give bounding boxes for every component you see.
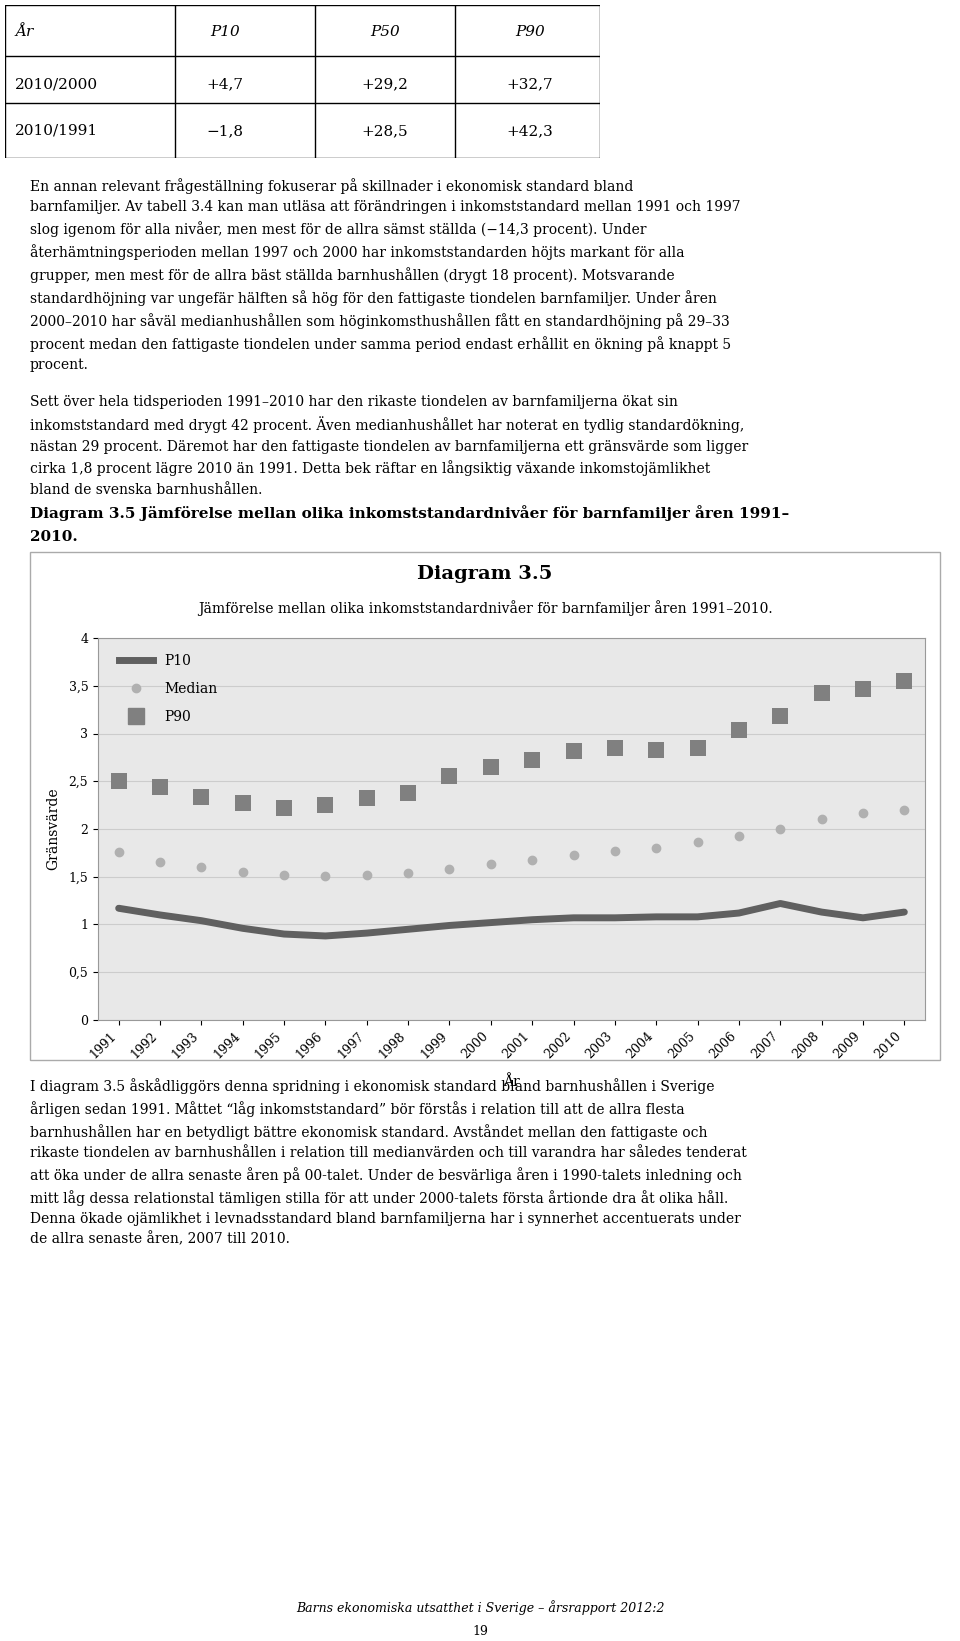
Y-axis label: Gränsvärde: Gränsvärde xyxy=(46,788,60,870)
Text: En annan relevant frågeställning fokuserar på skillnader i ekonomisk standard bl: En annan relevant frågeställning fokuser… xyxy=(30,177,740,373)
Legend: P10, Median, P90: P10, Median, P90 xyxy=(113,648,224,730)
X-axis label: År: År xyxy=(503,1075,520,1090)
Text: 2010/1991: 2010/1991 xyxy=(15,125,98,138)
Text: P90: P90 xyxy=(516,25,545,39)
Text: −1,8: −1,8 xyxy=(206,125,244,138)
Text: Barns ekonomiska utsatthet i Sverige – årsrapport 2012:2: Barns ekonomiska utsatthet i Sverige – å… xyxy=(296,1600,664,1615)
Text: Sett över hela tidsperioden 1991–2010 har den rikaste tiondelen av barnfamiljern: Sett över hela tidsperioden 1991–2010 ha… xyxy=(30,395,748,497)
Text: +28,5: +28,5 xyxy=(362,125,408,138)
Text: 19: 19 xyxy=(472,1625,488,1638)
Text: +4,7: +4,7 xyxy=(206,77,244,90)
Text: P10: P10 xyxy=(210,25,240,39)
Text: 2010/2000: 2010/2000 xyxy=(15,77,98,90)
Text: I diagram 3.5 åskådliggörs denna spridning i ekonomisk standard bland barnhushål: I diagram 3.5 åskådliggörs denna spridni… xyxy=(30,1078,747,1247)
Text: +42,3: +42,3 xyxy=(507,125,553,138)
Text: +29,2: +29,2 xyxy=(362,77,408,90)
Text: År: År xyxy=(15,25,34,39)
Text: Diagram 3.5: Diagram 3.5 xyxy=(418,565,553,583)
Text: 2010.: 2010. xyxy=(30,530,78,545)
Text: +32,7: +32,7 xyxy=(507,77,553,90)
Text: P50: P50 xyxy=(371,25,400,39)
Text: Jämförelse mellan olika inkomststandardnivåer för barnfamiljer åren 1991–2010.: Jämförelse mellan olika inkomststandardn… xyxy=(198,601,772,615)
Text: Diagram 3.5 Jämförelse mellan olika inkomststandardnivåer för barnfamiljer åren : Diagram 3.5 Jämförelse mellan olika inko… xyxy=(30,505,789,520)
